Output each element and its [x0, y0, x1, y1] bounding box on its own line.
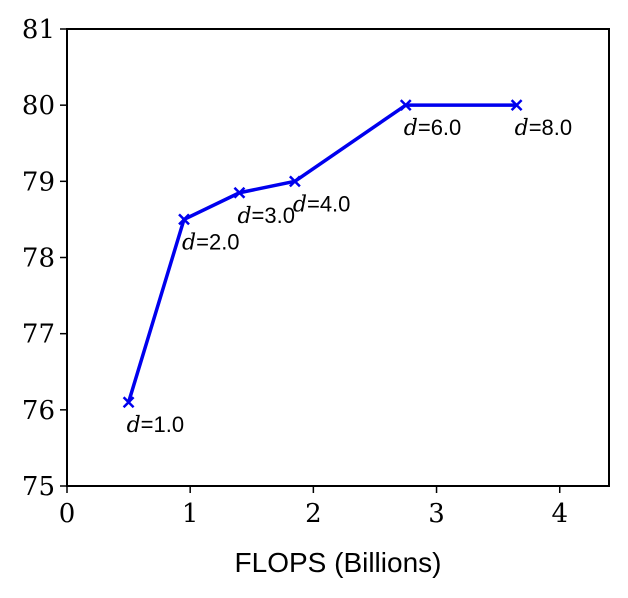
y-tick-label: 77 [22, 320, 55, 350]
data-point-marker [178, 213, 190, 226]
x-tick-label: 3 [428, 499, 445, 529]
y-tick-label: 81 [22, 15, 55, 45]
point-label: d=2.0 [182, 229, 240, 255]
y-tick-label: 75 [22, 472, 55, 502]
x-tick-label: 2 [305, 499, 322, 529]
series-line [126, 103, 517, 403]
x-tick-label: 0 [59, 499, 76, 529]
data-point-marker [233, 186, 246, 199]
point-label: d=4.0 [293, 191, 351, 217]
data-point-marker [399, 99, 412, 112]
point-label: d=1.0 [127, 412, 185, 438]
x-axis-ticks: 0 1 2 3 4 [59, 486, 568, 529]
point-label: d=6.0 [404, 115, 462, 141]
data-point-marker [289, 175, 301, 188]
series-group [122, 99, 523, 409]
y-tick-label: 76 [22, 396, 55, 426]
x-tick-label: 1 [182, 499, 199, 529]
y-tick-label: 80 [22, 91, 55, 121]
y-tick-label: 79 [22, 167, 55, 197]
point-label: d=3.0 [237, 203, 295, 229]
data-point-marker [122, 396, 135, 409]
data-point-marker [510, 99, 523, 112]
y-axis-ticks: 75 76 77 78 79 80 81 [22, 15, 67, 502]
y-tick-label: 78 [22, 244, 55, 274]
point-labels: d=1.0 d=2.0d=3.0d=4.0 d=6.0 d=8.0 [127, 115, 573, 438]
x-tick-label: 4 [551, 499, 568, 529]
point-label: d=8.0 [515, 115, 573, 141]
x-axis-title: FLOPS (Billions) [235, 547, 442, 578]
